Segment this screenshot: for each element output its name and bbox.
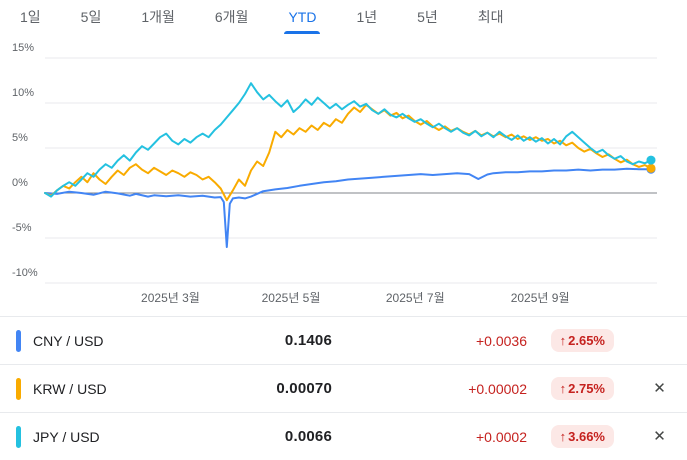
y-axis-label: 15% [12,42,35,54]
time-range-tabs: 1일 5일 1개월 6개월 YTD 1년 5년 최대 [0,0,687,34]
y-axis-label: -10% [12,267,38,279]
x-axis-label: 2025년 5월 [261,291,321,305]
x-axis-label: 2025년 3월 [141,291,200,305]
currency-pair-label: CNY / USD [33,332,104,349]
tab-5y[interactable]: 5년 [415,0,440,34]
quote-row-krw-usd[interactable]: KRW / USD 0.00070 +0.00002 ↑ 2.75% ✕ [0,364,687,412]
close-cell: ✕ [632,423,687,450]
percent-badge-cell: ↑ 2.65% [550,329,614,352]
quote-row-jpy-usd[interactable]: JPY / USD 0.0066 +0.0002 ↑ 3.66% ✕ [0,412,687,460]
series-color-chip [16,377,21,400]
series-color-chip [16,425,21,448]
quote-change: +0.0002 [476,428,527,445]
percent-change-badge: ↑ 3.66% [550,425,614,448]
quote-value: 0.1406 [284,332,332,349]
percent-change-badge: ↑ 2.65% [550,329,614,352]
percent-badge-cell: ↑ 2.75% [550,377,614,400]
tab-max[interactable]: 최대 [476,0,506,34]
close-cell: ✕ [632,375,687,402]
y-axis-label: -5% [12,222,32,234]
arrow-up-icon: ↑ [559,333,567,348]
remove-quote-button[interactable]: ✕ [647,375,672,402]
tab-1y[interactable]: 1년 [354,0,379,34]
y-axis-label: 10% [12,87,35,99]
y-axis-label: 5% [12,132,28,144]
quote-list: CNY / USD 0.1406 +0.0036 ↑ 2.65% KRW / U… [0,316,687,460]
arrow-up-icon: ↑ [559,381,567,396]
percent-change: 3.66% [568,429,605,444]
quote-change: +0.0036 [476,332,527,349]
quote-change: +0.00002 [468,380,527,397]
series-color-chip [16,329,21,352]
quote-row-cny-usd[interactable]: CNY / USD 0.1406 +0.0036 ↑ 2.65% [0,316,687,364]
quote-value: 0.00070 [276,380,332,397]
tab-ytd[interactable]: YTD [284,0,321,34]
series-line [44,167,652,248]
tab-6m[interactable]: 6개월 [213,0,251,34]
tab-1d[interactable]: 1일 [18,0,43,34]
currency-pair-label: JPY / USD [33,428,100,445]
series-line [44,103,652,202]
percent-change: 2.75% [568,381,605,396]
quote-value: 0.0066 [284,428,332,445]
percent-change-badge: ↑ 2.75% [550,377,614,400]
currency-pair-label: KRW / USD [33,380,107,397]
percent-badge-cell: ↑ 3.66% [550,425,614,448]
percent-change: 2.65% [568,333,605,348]
remove-quote-button[interactable]: ✕ [647,423,672,450]
series-end-dot [646,155,656,165]
series-end-dot [646,163,656,173]
y-axis-label: 0% [12,177,28,189]
chart-plot[interactable] [44,57,665,290]
tab-5d[interactable]: 5일 [79,0,104,34]
arrow-up-icon: ↑ [559,429,567,444]
performance-chart: 15% 10% 5% 0% -5% -10% 2025년 3월 2025년 5월 2025년 … [0,34,687,310]
x-axis-label: 2025년 7월 [385,291,445,305]
series-line [44,82,652,198]
tab-1m[interactable]: 1개월 [139,0,177,34]
x-axis-label: 2025년 9월 [510,291,570,305]
